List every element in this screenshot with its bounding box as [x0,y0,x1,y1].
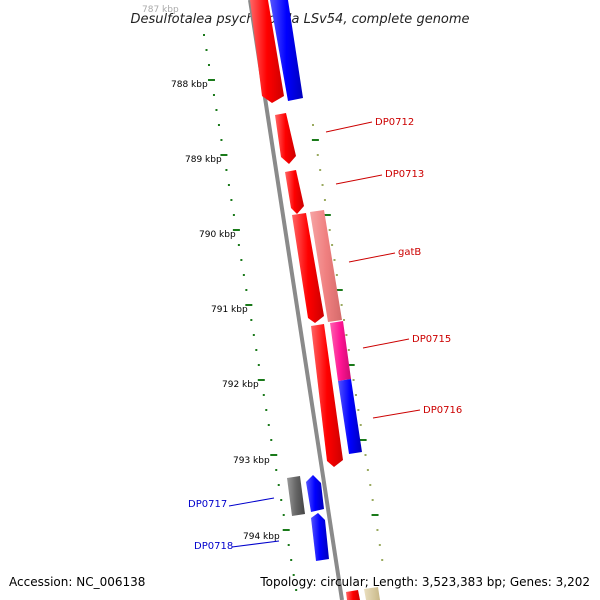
gene-arrow-gray[interactable] [287,476,305,516]
gene-features [250,0,380,600]
leader-gatb [348,252,396,263]
tick-label-791kbp: 791 kbp [211,305,248,315]
genome-backbone [248,0,344,600]
map-title: Desulfotalea psychrophila LSv54, complet… [130,12,469,27]
tick-label-787kbp: 787 kbp [142,5,179,15]
tick-label-793kbp: 793 kbp [233,456,270,466]
leader-dp0715 [362,338,410,349]
leader-dp0716 [372,409,421,419]
gene-label-dp0712[interactable]: DP0712 [375,117,414,128]
leader-dp0713 [335,174,383,185]
gene-arrow-dp0715[interactable] [330,321,351,381]
tick-label-790kbp: 790 kbp [199,230,236,240]
gene-arrow-dp0717[interactable] [306,475,324,512]
gene-arrow-dp0718[interactable] [311,513,329,561]
gene-label-dp0715[interactable]: DP0715 [412,334,451,345]
tick-label-789kbp: 789 kbp [185,155,222,165]
gene-label-dp0718[interactable]: DP0718 [194,541,233,552]
tick-ruler [203,34,298,591]
leader-dp0717 [228,497,275,507]
gc-guide-track [311,124,384,561]
accession-text: Accession: NC_006138 [9,575,145,589]
gene-label-dp0713[interactable]: DP0713 [385,169,424,180]
tick-label-788kbp: 788 kbp [171,80,208,90]
gene-arrow-dp0713[interactable] [285,170,304,214]
tick-label-794kbp: 794 kbp [243,532,280,542]
gene-arrow-dp0712[interactable] [275,113,296,164]
gene-arrow[interactable] [346,590,360,600]
gene-arrow[interactable] [250,0,284,103]
gene-label-gatb[interactable]: gatB [398,247,421,258]
genome-summary-text: Topology: circular; Length: 3,523,383 bp… [259,575,590,589]
gene-arrow[interactable] [364,587,380,600]
gene-arrow-dp0716[interactable] [338,379,362,454]
gene-label-dp0717[interactable]: DP0717 [188,499,227,510]
gene-arrow-gatb[interactable] [310,210,342,322]
gene-label-leaders [228,121,421,548]
gene-arrow[interactable] [270,0,303,101]
leader-dp0718 [231,540,280,548]
gene-label-dp0716[interactable]: DP0716 [423,405,462,416]
leader-dp0712 [325,121,373,133]
gene-arrow[interactable] [292,213,324,323]
tick-label-792kbp: 792 kbp [222,380,259,390]
gene-arrow[interactable] [311,324,343,467]
